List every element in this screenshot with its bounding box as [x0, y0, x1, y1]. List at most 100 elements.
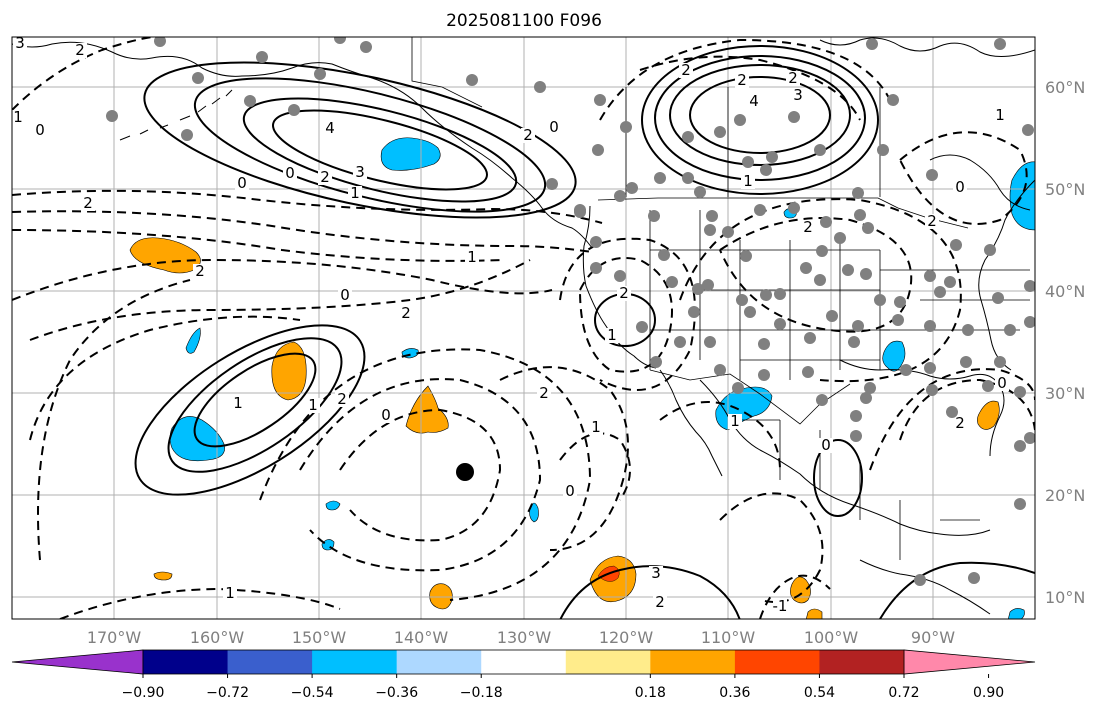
lat-tick-label: 60°N [1045, 78, 1085, 97]
station-dot [994, 356, 1006, 368]
station-dot [704, 336, 716, 348]
contour-label: 0 [955, 178, 965, 196]
contour-label: 0 [821, 436, 831, 454]
blue-patch-small-3 [325, 500, 341, 511]
contour-label-bg [306, 398, 320, 413]
station-dot [758, 338, 770, 350]
colorbar-tick-label: −0.72 [206, 685, 249, 701]
contour-label-bg [73, 43, 87, 58]
station-dot [590, 262, 602, 274]
station-dot [314, 68, 326, 80]
blue-patch-gulf-alaska [380, 137, 441, 171]
station-dot [944, 276, 956, 288]
station-dots [106, 37, 1035, 586]
contour-label-bg [925, 214, 939, 229]
colorbar-tick-label: 0.54 [804, 685, 835, 701]
contour-label-bg [13, 37, 27, 51]
colorbar-extend-low [11, 649, 144, 675]
station-dot [760, 289, 772, 301]
contour-label-bg [399, 306, 413, 321]
contour-label: 1 [308, 396, 318, 414]
figure-title: 2025081100 F096 [446, 11, 602, 31]
station-dot [106, 110, 118, 122]
us-states-2 [650, 249, 890, 361]
station-dot [244, 95, 256, 107]
storm-center-marker[interactable] [456, 463, 474, 481]
dash-pac-east-1 [499, 366, 629, 551]
orange-patch-small-2 [429, 583, 453, 610]
contour-south-0 [879, 561, 1035, 619]
orange-patch-small-1 [153, 571, 173, 581]
station-dot [534, 81, 546, 93]
contour-label-bg [33, 123, 47, 138]
contour-label-bg [791, 88, 805, 103]
station-dot [334, 37, 346, 44]
colorbar-segment [227, 650, 313, 674]
contour-label: 0 [997, 374, 1007, 392]
station-dot [744, 306, 756, 318]
station-dot [692, 283, 704, 295]
station-dot [694, 186, 706, 198]
station-dot [256, 51, 268, 63]
station-dot [192, 72, 204, 84]
contour-high-1-ak [143, 61, 577, 219]
contours-negative [12, 37, 1035, 619]
station-dot [960, 356, 972, 368]
canada-north [819, 37, 1035, 57]
dash-can-1 [639, 55, 861, 121]
colorbar: −0.90 −0.72 −0.54 −0.36 −0.18 0.18 0.36 0.54 0.7… [11, 649, 1036, 701]
contour-label-bg [338, 288, 352, 303]
station-dot [766, 151, 778, 163]
coastlines [12, 37, 1035, 615]
lat-tick-label: 30°N [1045, 384, 1085, 403]
lon-tick-label: 160°W [190, 628, 245, 647]
contour-label-bg [679, 63, 693, 78]
station-dot [852, 187, 864, 199]
contour-high-3-hi [193, 352, 317, 448]
contour-label: 1 [467, 248, 477, 266]
contour-label: 2 [523, 126, 533, 144]
station-dot [650, 356, 662, 368]
station-dot [866, 38, 878, 50]
station-dot [666, 276, 678, 288]
lon-tick-label: 140°W [394, 628, 449, 647]
station-dot [924, 362, 936, 374]
contour-label-bg [953, 416, 967, 431]
station-dot [760, 164, 772, 176]
contour-label: 0 [565, 482, 575, 500]
colorbar-segment [396, 650, 482, 674]
west-coast-us [582, 205, 657, 369]
colorbar-segment [143, 650, 229, 674]
colorbar-tick-label: −0.54 [291, 685, 334, 701]
station-dot [594, 94, 606, 106]
contour-label: 2 [803, 218, 813, 236]
contour-label: -1 [773, 597, 788, 615]
contour-label: 2 [75, 41, 85, 59]
contour-high-4-can [689, 76, 831, 154]
station-dot [360, 41, 372, 53]
dash-atl-3 [869, 368, 1035, 471]
colorbar-tick-label: −0.90 [122, 685, 165, 701]
station-dot [814, 274, 826, 286]
contour-label: 2 [788, 69, 798, 87]
lon-tick-label: 120°W [599, 628, 654, 647]
station-dot [814, 144, 826, 156]
station-dot [860, 392, 872, 404]
station-dot [842, 264, 854, 276]
lat-tick-label: 20°N [1045, 486, 1085, 505]
station-dot [620, 121, 632, 133]
lat-tick-label: 50°N [1045, 180, 1085, 199]
contour-label: 0 [35, 121, 45, 139]
contour-label-bg [283, 166, 297, 181]
contour-label: 1 [13, 108, 23, 126]
dash-atl-1 [899, 131, 1028, 225]
contour-label-bg [537, 386, 551, 401]
station-dot [788, 111, 800, 123]
station-dot [926, 384, 938, 396]
station-dot [826, 310, 838, 322]
dash-subtrop-3 [259, 348, 592, 601]
station-dot [800, 262, 812, 274]
dash-north-3 [12, 229, 503, 262]
